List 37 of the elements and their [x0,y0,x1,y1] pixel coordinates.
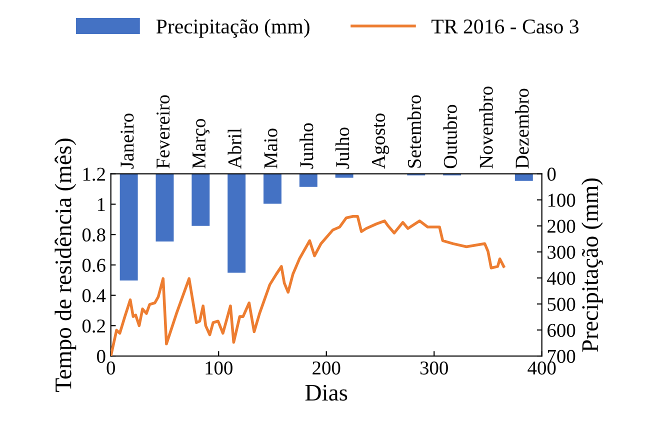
x-axis-title: Dias [305,384,348,401]
x-tick-label: Fevereiro [156,95,170,168]
x-tick-label: 200 [312,361,340,375]
y2-tick-label: 500 [548,298,576,311]
y2-axis-title: Precipitação (mm) [581,178,603,352]
x-tick-label: Agosto [372,114,390,169]
x-tick-label: Setembro [407,95,422,168]
x-tick-label: Abril [228,128,242,169]
y-axis-title: Tempo de residência (mês) [54,138,76,392]
y-tick-label: 1 [98,198,105,211]
x-tick-label: Dezembro [515,88,529,168]
x-tick-label: Julho [336,128,350,169]
x-tick-label: Outubro [443,104,457,168]
x-tick-label: Maio [264,128,278,168]
y2-tick-label: 0 [547,168,556,181]
y-tick-label: 0.8 [82,228,106,242]
y-tick-label: 1.2 [83,168,105,181]
y-tick-label: 0 [97,350,106,363]
y2-tick-label: 200 [548,220,576,233]
x-tick-label: Janeiro [120,114,134,169]
x-tick-label: 300 [420,361,448,375]
x-tick-label: Junho [300,123,314,169]
y-tick-label: 0.2 [82,319,105,333]
legend-label: TR 2016 - Caso 3 [432,19,578,34]
x-tick-label: Março [192,118,210,168]
x-tick-label: Novembro [479,86,493,168]
y2-tick-label: 700 [548,350,576,363]
x-tick-label: 0 [106,361,115,375]
y2-tick-label: 100 [548,194,576,207]
y2-tick-label: 300 [548,246,576,259]
y-tick-label: 0.6 [82,258,106,272]
x-tick-label: 100 [206,361,232,375]
x-tick-label: 400 [528,361,556,375]
y2-tick-label: 400 [547,272,576,285]
y2-tick-label: 600 [548,324,576,337]
y-tick-label: 0.4 [82,289,106,302]
legend-label: Precipitação (mm) [156,18,310,38]
